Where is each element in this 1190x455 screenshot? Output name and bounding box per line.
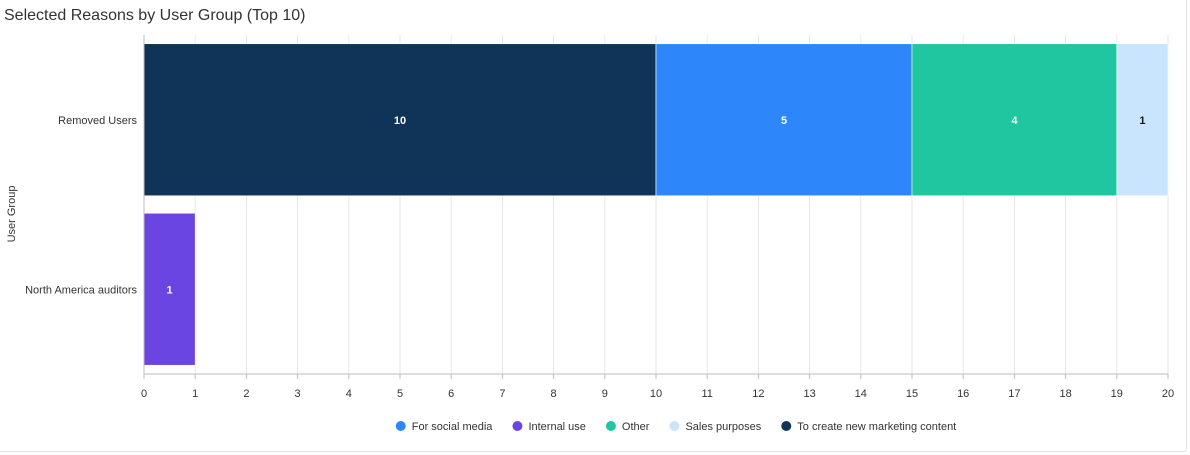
data-label: 10 [394,115,406,127]
bar-other[interactable] [911,43,1118,197]
bar-to-create-new-marketing-content[interactable] [143,43,657,197]
legend-item-for-social-media[interactable]: For social media [395,421,494,433]
y-axis: Removed Users North America auditors [25,115,137,297]
bar-internal-use[interactable] [143,212,196,366]
x-axis: 0 1 2 3 4 5 6 7 8 9 10 11 12 13 14 15 16 17 18 19 20 [141,35,1174,400]
legend-label: Sales purposes [685,421,761,433]
x-tick-label: 18 [1059,388,1071,400]
legend-swatch [605,421,616,431]
data-label: 5 [781,115,787,127]
bar-sales-purposes[interactable] [1116,43,1169,197]
x-tick-label: 13 [803,388,815,400]
x-tick-label: 2 [243,388,249,400]
legend-label: For social media [412,421,494,433]
category-label: Removed Users [58,115,137,127]
data-label: 4 [1011,115,1018,127]
x-tick-label: 7 [499,388,505,400]
bar-for-social-media[interactable] [655,43,913,197]
x-tick-label: 19 [1111,388,1123,400]
legend-item-other[interactable]: Other [605,421,650,433]
x-tick-label: 15 [906,388,918,400]
x-tick-label: 8 [551,388,557,400]
legend-swatch [512,421,523,431]
legend-label: Internal use [528,421,585,433]
legend-item-to-create-new-marketing-content[interactable]: To create new marketing content [781,421,956,433]
x-tick-label: 9 [602,388,608,400]
x-tick-label: 5 [397,388,403,400]
x-tick-label: 17 [1008,388,1020,400]
x-tick-label: 16 [957,388,969,400]
y-axis-label: User Group [6,186,18,243]
data-label: 1 [1139,115,1145,127]
legend-label: To create new marketing content [797,421,956,433]
bars: 10 5 4 1 1 [143,43,1169,366]
x-tick-label: 11 [701,388,712,400]
x-tick-label: 10 [650,388,662,400]
chart-title: Selected Reasons by User Group (Top 10) [4,7,306,24]
x-tick-label: 14 [855,388,867,400]
category-label: North America auditors [25,284,137,296]
x-tick-label: 12 [752,388,764,400]
x-tick-label: 20 [1162,388,1174,400]
legend-swatch [669,421,680,431]
legend-item-sales-purposes[interactable]: Sales purposes [669,421,762,433]
x-tick-label: 0 [141,388,147,400]
legend-swatch [395,421,406,431]
legend: For social media Internal use Other Sales p… [395,421,956,433]
x-tick-label: 6 [448,388,454,400]
legend-item-internal-use[interactable]: Internal use [512,421,586,433]
data-label: 1 [167,284,173,296]
x-tick-label: 1 [192,388,198,400]
x-tick-label: 4 [346,388,352,400]
legend-swatch [781,421,792,431]
legend-label: Other [622,421,650,433]
x-tick-label: 3 [295,388,301,400]
